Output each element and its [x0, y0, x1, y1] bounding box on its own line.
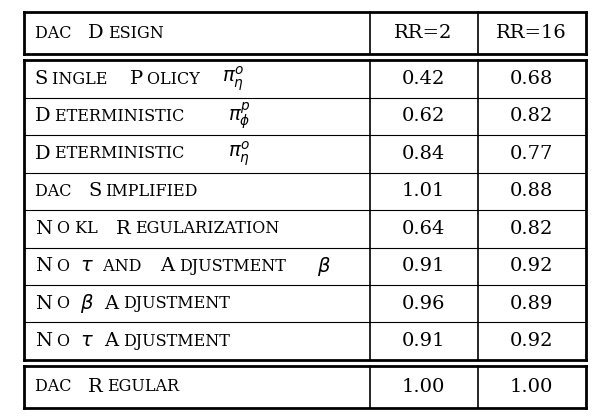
Text: D: D [35, 107, 50, 126]
Text: 0.64: 0.64 [402, 220, 446, 238]
Text: EGULAR: EGULAR [108, 379, 179, 395]
Text: 0.62: 0.62 [402, 107, 446, 126]
Text: INGLE: INGLE [52, 71, 112, 87]
Text: O: O [57, 258, 75, 275]
Text: 0.91: 0.91 [402, 257, 446, 275]
Text: 0.89: 0.89 [510, 295, 554, 313]
Text: 1.01: 1.01 [402, 182, 446, 201]
Text: 0.82: 0.82 [510, 107, 554, 126]
Text: S: S [89, 182, 102, 201]
Text: 0.82: 0.82 [510, 220, 554, 238]
Text: 1.00: 1.00 [510, 378, 554, 396]
Text: $\tau$: $\tau$ [80, 257, 94, 275]
Text: ETERMINISTIC: ETERMINISTIC [55, 108, 190, 125]
Text: RR=2: RR=2 [395, 24, 453, 42]
Text: O: O [57, 333, 75, 349]
Text: R: R [116, 220, 130, 238]
Text: $\beta$: $\beta$ [80, 292, 94, 315]
Text: O KL: O KL [57, 220, 102, 237]
Text: 0.91: 0.91 [402, 332, 446, 350]
Text: 1.00: 1.00 [402, 378, 446, 396]
Text: 0.42: 0.42 [402, 70, 446, 88]
Text: S: S [35, 70, 48, 88]
Text: 0.96: 0.96 [402, 295, 446, 313]
Text: EGULARIZATION: EGULARIZATION [135, 220, 279, 237]
Text: N: N [35, 257, 51, 275]
Text: OLICY: OLICY [147, 71, 205, 87]
Text: DJUSTMENT: DJUSTMENT [123, 333, 230, 349]
Text: ESIGN: ESIGN [109, 25, 164, 42]
Text: DAC: DAC [35, 379, 77, 395]
Text: AND: AND [98, 258, 147, 275]
Text: DJUSTMENT: DJUSTMENT [123, 295, 230, 312]
Text: 0.84: 0.84 [402, 145, 446, 163]
Text: $\beta$: $\beta$ [316, 255, 331, 278]
Text: IMPLIFIED: IMPLIFIED [105, 183, 198, 200]
Text: RR=16: RR=16 [496, 24, 567, 42]
Text: ETERMINISTIC: ETERMINISTIC [55, 146, 190, 162]
Text: D: D [89, 24, 104, 42]
Text: DAC: DAC [35, 183, 77, 200]
Text: DAC: DAC [35, 25, 77, 42]
Text: $\pi^{o}_{\eta}$: $\pi^{o}_{\eta}$ [228, 140, 251, 168]
Text: 0.88: 0.88 [510, 182, 554, 201]
Text: R: R [89, 378, 103, 396]
Text: P: P [130, 70, 143, 88]
Text: A: A [160, 257, 175, 275]
Text: 0.77: 0.77 [510, 145, 554, 163]
Text: A: A [105, 295, 118, 313]
Text: N: N [35, 332, 51, 350]
Text: $\tau$: $\tau$ [80, 332, 94, 350]
Text: N: N [35, 220, 51, 238]
Text: A: A [105, 332, 118, 350]
Text: $\pi^{o}_{\eta}$: $\pi^{o}_{\eta}$ [222, 65, 244, 93]
Text: O: O [57, 295, 75, 312]
Text: $\pi^{p}_{\phi}$: $\pi^{p}_{\phi}$ [228, 101, 251, 132]
Text: 0.92: 0.92 [510, 332, 554, 350]
Text: D: D [35, 145, 50, 163]
Text: 0.68: 0.68 [510, 70, 554, 88]
Text: N: N [35, 295, 51, 313]
Text: 0.92: 0.92 [510, 257, 554, 275]
Text: DJUSTMENT: DJUSTMENT [179, 258, 285, 275]
